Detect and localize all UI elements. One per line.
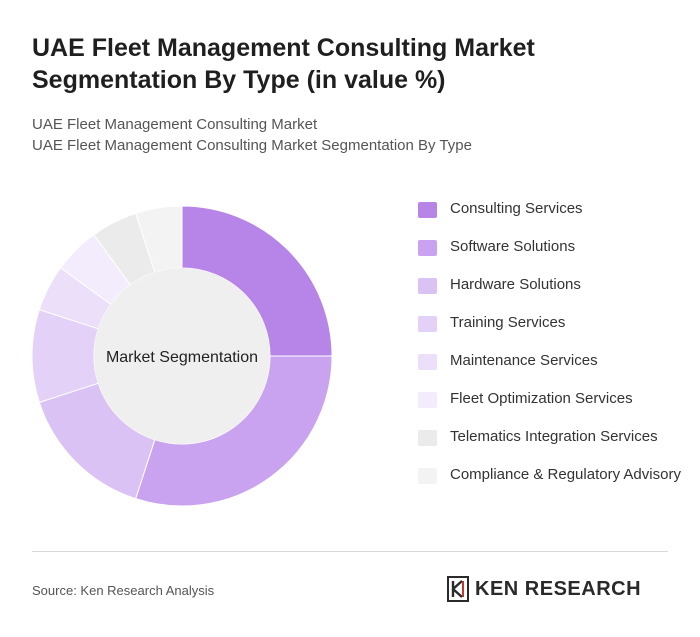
chart-legend: Consulting Services Software Solutions Har… xyxy=(418,198,688,502)
source-note: Source: Ken Research Analysis xyxy=(32,583,215,598)
legend-item-telematics-integration-services: Telematics Integration Services xyxy=(418,426,688,448)
legend-swatch xyxy=(418,316,437,332)
legend-label: Software Solutions xyxy=(450,238,576,255)
donut-hole xyxy=(94,268,270,444)
legend-swatch xyxy=(418,392,437,408)
legend-item-consulting-services: Consulting Services xyxy=(418,198,688,220)
legend-swatch xyxy=(418,354,437,370)
legend-label: Hardware Solutions xyxy=(450,276,581,293)
brand-name: KEN RESEARCH xyxy=(475,578,642,600)
legend-swatch xyxy=(418,278,437,294)
donut-svg: Market Segmentation xyxy=(31,205,333,507)
legend-swatch xyxy=(418,202,437,218)
legend-swatch xyxy=(418,430,437,446)
footer-divider xyxy=(32,551,668,552)
subtitle-line-1: UAE Fleet Management Consulting Market xyxy=(32,116,318,133)
donut-center-label: Market Segmentation xyxy=(106,349,258,366)
legend-item-hardware-solutions: Hardware Solutions xyxy=(418,274,688,296)
legend-label: Consulting Services xyxy=(450,200,583,217)
legend-label: Training Services xyxy=(450,314,566,331)
legend-item-maintenance-services: Maintenance Services xyxy=(418,350,688,372)
legend-item-software-solutions: Software Solutions xyxy=(418,236,688,258)
legend-swatch xyxy=(418,468,437,484)
chart-title: UAE Fleet Management Consulting Market S… xyxy=(32,34,535,94)
ken-research-logo-icon xyxy=(447,576,469,602)
legend-item-training-services: Training Services xyxy=(418,312,688,334)
subtitle-line-2: UAE Fleet Management Consulting Market S… xyxy=(32,137,472,154)
legend-item-fleet-optimization-services: Fleet Optimization Services xyxy=(418,388,688,410)
legend-item-compliance-regulatory-advisory: Compliance & Regulatory Advisory xyxy=(418,464,688,486)
legend-label: Fleet Optimization Services xyxy=(450,390,633,407)
legend-label: Telematics Integration Services xyxy=(450,428,658,445)
chart-subtitle: UAE Fleet Management Consulting Market U… xyxy=(32,114,652,156)
brand-logo: KEN RESEARCH xyxy=(447,576,641,602)
legend-swatch xyxy=(418,240,437,256)
legend-label: Maintenance Services xyxy=(450,352,598,369)
legend-label: Compliance & Regulatory Advisory xyxy=(450,466,681,483)
donut-chart: Market Segmentation xyxy=(30,204,334,508)
